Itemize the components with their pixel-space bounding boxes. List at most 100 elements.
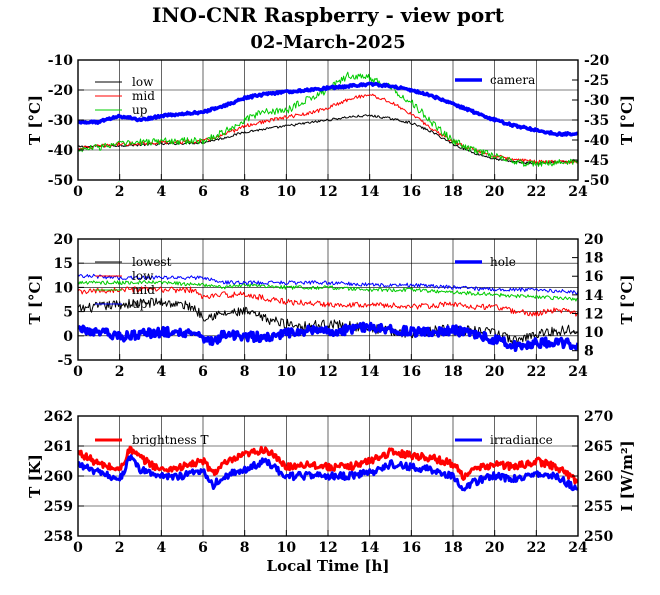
- x-tick-label: 0: [73, 364, 83, 380]
- y2-tick-label: 250: [584, 529, 613, 545]
- series-line-camera: [78, 81, 578, 137]
- x-tick-label: 18: [443, 540, 462, 556]
- y-axis-label: T [°C]: [26, 95, 44, 145]
- y2-tick-label: 14: [584, 288, 604, 304]
- series-line-mid: [78, 280, 578, 302]
- y-axis-label: T [°C]: [26, 274, 44, 324]
- x-tick-label: 18: [443, 364, 462, 380]
- y-tick-label: -30: [48, 113, 74, 129]
- x-tick-label: 22: [527, 540, 546, 556]
- figure-title: INO-CNR Raspberry - view port: [152, 3, 505, 27]
- legend-label: brightness T: [132, 433, 208, 447]
- x-tick-label: 20: [485, 364, 505, 380]
- x-tick-label: 8: [240, 364, 250, 380]
- x-tick-label: 4: [156, 184, 166, 200]
- x-tick-label: 2: [115, 184, 125, 200]
- legend-label: up: [132, 103, 148, 117]
- chart-panel-3: 0 2 4 6 8 10 12 14 16 18 20 22 242582592602612622502…: [26, 409, 636, 556]
- y2-tick-label: -25: [584, 73, 609, 89]
- x-tick-label: 6: [198, 540, 208, 556]
- y2-axis-label: I [W/m²]: [618, 440, 636, 511]
- x-tick-label: 24: [568, 184, 588, 200]
- x-tick-label: 2: [115, 540, 125, 556]
- figure-subtitle: 02-March-2025: [250, 32, 405, 53]
- x-tick-label: 6: [198, 364, 208, 380]
- y2-tick-label: 270: [584, 409, 613, 425]
- x-tick-label: 2: [115, 364, 125, 380]
- legend-label: hole: [490, 255, 516, 269]
- series-line-up: [78, 273, 578, 295]
- x-tick-label: 24: [568, 540, 588, 556]
- x-tick-label: 16: [402, 364, 421, 380]
- y2-tick-label: -30: [584, 93, 610, 109]
- y2-tick-label: 255: [584, 499, 613, 515]
- y2-tick-label: 12: [584, 306, 603, 322]
- y2-tick-label: 20: [584, 232, 604, 248]
- y2-tick-label: -45: [584, 153, 609, 169]
- x-tick-label: 0: [73, 184, 83, 200]
- y-tick-label: -40: [48, 143, 74, 159]
- y-tick-label: 260: [44, 469, 73, 485]
- legend-label: mid: [132, 283, 155, 297]
- x-tick-label: 14: [360, 364, 380, 380]
- x-tick-label: 16: [402, 540, 421, 556]
- y-tick-label: 5: [63, 305, 73, 321]
- legend-label: mid: [132, 89, 155, 103]
- x-tick-label: 10: [277, 540, 297, 556]
- y-tick-label: 20: [54, 232, 74, 248]
- y-tick-label: -50: [48, 173, 74, 189]
- y-tick-label: -10: [48, 53, 74, 69]
- series-line-low: [78, 286, 578, 317]
- x-tick-label: 16: [402, 184, 421, 200]
- y2-axis-label: T [°C]: [618, 95, 636, 145]
- y-tick-label: 15: [54, 256, 73, 272]
- chart-panel-1: 0 2 4 6 8 10 12 14 16 18 20 22 24-50-40-30-20-10-50-…: [26, 53, 636, 200]
- y-tick-label: 0: [63, 329, 73, 345]
- x-tick-label: 4: [156, 364, 166, 380]
- x-tick-label: 22: [527, 184, 546, 200]
- x-tick-label: 18: [443, 184, 462, 200]
- legend-label: lowest: [132, 255, 172, 269]
- plot-panels: 0 2 4 6 8 10 12 14 16 18 20 22 24-50-40-30-20-10-50-…: [26, 53, 636, 556]
- series-line-mid: [78, 93, 578, 165]
- x-tick-label: 10: [277, 184, 297, 200]
- y-tick-label: 259: [44, 499, 73, 515]
- x-tick-label: 14: [360, 184, 380, 200]
- x-tick-label: 24: [568, 364, 588, 380]
- y-tick-label: 261: [44, 439, 73, 455]
- y-tick-label: 262: [44, 409, 73, 425]
- y2-tick-label: -40: [584, 133, 610, 149]
- x-axis-label: Local Time [h]: [267, 557, 390, 575]
- y2-tick-label: -50: [584, 173, 610, 189]
- x-tick-label: 22: [527, 364, 546, 380]
- x-tick-label: 12: [318, 364, 337, 380]
- x-tick-label: 20: [485, 540, 505, 556]
- y2-tick-label: -35: [584, 113, 609, 129]
- x-tick-label: 8: [240, 540, 250, 556]
- chart-panel-2: 0 2 4 6 8 10 12 14 16 18 20 22 24-505101520810121416…: [26, 232, 636, 380]
- y2-tick-label: 265: [584, 439, 613, 455]
- y2-tick-label: 8: [584, 344, 594, 360]
- x-tick-label: 4: [156, 540, 166, 556]
- x-tick-label: 12: [318, 540, 337, 556]
- y2-tick-label: 260: [584, 469, 613, 485]
- y-tick-label: -5: [57, 353, 73, 369]
- y2-tick-label: 10: [584, 325, 604, 341]
- legend-label: low: [132, 269, 154, 283]
- x-tick-label: 8: [240, 184, 250, 200]
- x-tick-label: 12: [318, 184, 337, 200]
- x-tick-label: 20: [485, 184, 505, 200]
- legend-label: up: [132, 297, 148, 311]
- x-tick-label: 14: [360, 540, 380, 556]
- series-line-hole: [78, 321, 578, 353]
- y-tick-label: 10: [54, 280, 74, 296]
- series-line-lowest: [78, 297, 578, 345]
- legend-label: irradiance: [490, 433, 553, 447]
- legend-label: low: [132, 75, 154, 89]
- y-tick-label: -20: [48, 83, 74, 99]
- x-tick-label: 0: [73, 540, 83, 556]
- y-axis-label: T [K]: [26, 454, 44, 498]
- y-tick-label: 258: [44, 529, 73, 545]
- y2-tick-label: -20: [584, 53, 610, 69]
